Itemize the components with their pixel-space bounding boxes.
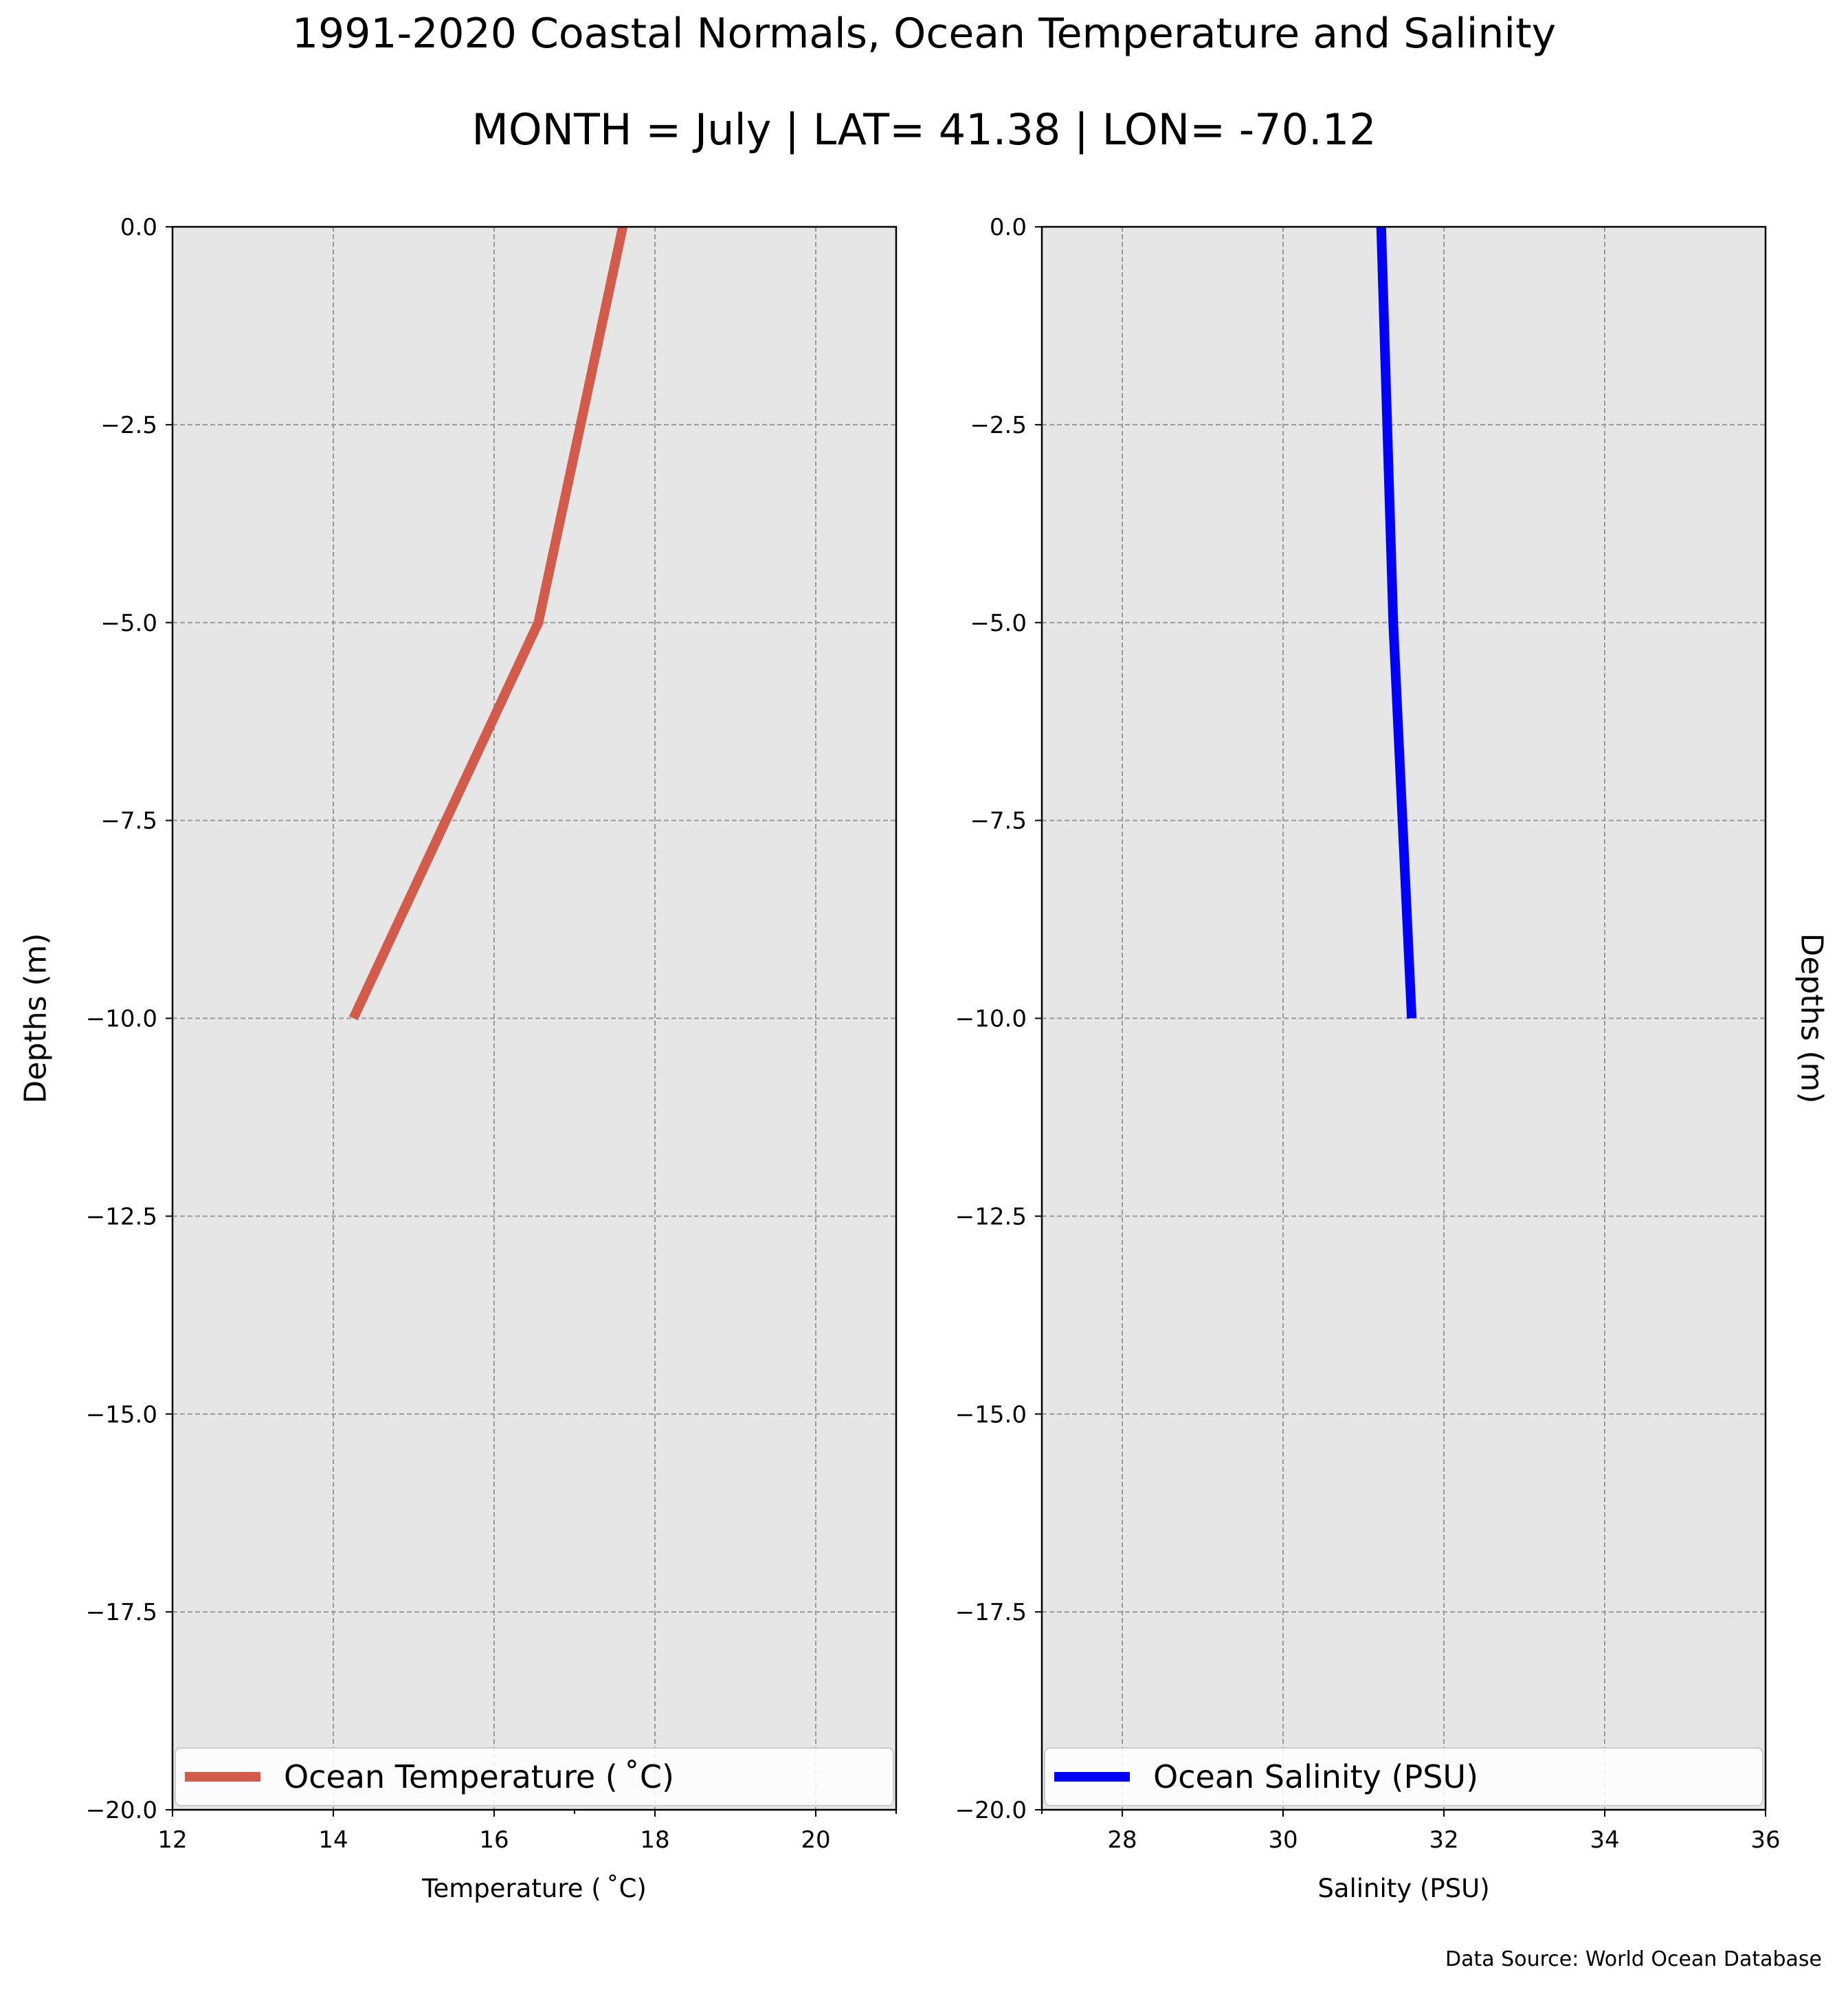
y-tick-label: −7.5 [100, 808, 157, 835]
x-tick-label: 14 [318, 1826, 348, 1854]
temperature-grid [172, 227, 896, 1810]
salinity-panel: 28 30 32 34 36 0.0 −2.5 −5.0 −7.5 −10.0 −12.5 −15.0… [955, 214, 1829, 1903]
salinity-ticks: 28 30 32 34 36 0.0 −2.5 −5.0 −7.5 −10.0 −12.5 −15.0… [955, 214, 1781, 1854]
y-tick-label: −12.5 [955, 1203, 1027, 1230]
y-tick-label: −10.0 [86, 1006, 157, 1033]
chart-title: 1991-2020 Coastal Normals, Ocean Tempera… [291, 10, 1557, 58]
temperature-x-axis-label: Temperature ( ˚C) [421, 1874, 647, 1903]
salinity-x-axis-label: Salinity (PSU) [1317, 1874, 1489, 1903]
y-tick-label: −15.0 [955, 1401, 1027, 1428]
legend-label-temperature: Ocean Temperature ( ˚C) [284, 1758, 674, 1795]
x-tick-label: 34 [1590, 1826, 1619, 1854]
legend-box [1044, 1747, 1763, 1806]
temperature-legend: Ocean Temperature ( ˚C) [175, 1747, 894, 1806]
temperature-panel: 12 14 16 18 20 0.0 −2.5 −5.0 −7.5 −10.0 −12.5 −15.0… [19, 214, 898, 1903]
temperature-axes-frame [171, 225, 898, 1811]
y-tick-label: −2.5 [100, 412, 157, 439]
right-y-axis-label: Depths (m) [1794, 933, 1829, 1103]
y-tick-label: −2.5 [970, 412, 1027, 439]
left-y-axis-label: Depths (m) [19, 933, 54, 1103]
salinity-plot-area [1042, 227, 1766, 1810]
y-tick-label: −7.5 [970, 808, 1027, 835]
salinity-axes-frame [1040, 225, 1767, 1811]
legend-box [175, 1747, 894, 1806]
y-tick-label: −17.5 [86, 1599, 157, 1626]
y-tick-label: −5.0 [100, 610, 157, 637]
x-tick-label: 28 [1107, 1826, 1137, 1854]
x-tick-label: 16 [479, 1826, 509, 1854]
y-tick-label: −12.5 [86, 1203, 157, 1230]
x-tick-label: 36 [1750, 1826, 1780, 1854]
x-tick-label: 32 [1429, 1826, 1458, 1854]
chart-subtitle: MONTH = July | LAT= 41.38 | LON= -70.12 [471, 104, 1377, 155]
y-tick-label: −20.0 [955, 1797, 1027, 1824]
salinity-grid [1042, 227, 1766, 1810]
y-tick-label: 0.0 [120, 214, 157, 241]
y-tick-label: 0.0 [990, 214, 1027, 241]
y-tick-label: −5.0 [970, 610, 1027, 637]
y-tick-label: −10.0 [955, 1006, 1027, 1033]
data-source-note: Data Source: World Ocean Database [1445, 1947, 1822, 1971]
legend-label-salinity: Ocean Salinity (PSU) [1153, 1758, 1478, 1795]
temperature-ticks: 12 14 16 18 20 0.0 −2.5 −5.0 −7.5 −10.0 −12.5 −15.0… [86, 214, 897, 1854]
y-tick-label: −17.5 [955, 1599, 1027, 1626]
salinity-legend: Ocean Salinity (PSU) [1044, 1747, 1763, 1806]
x-tick-label: 30 [1268, 1826, 1298, 1854]
y-tick-label: −20.0 [86, 1797, 157, 1824]
temperature-plot-area [172, 227, 896, 1810]
x-tick-label: 18 [640, 1826, 669, 1854]
x-tick-label: 20 [801, 1826, 830, 1854]
y-tick-label: −15.0 [86, 1401, 157, 1428]
x-tick-label: 12 [157, 1826, 187, 1854]
